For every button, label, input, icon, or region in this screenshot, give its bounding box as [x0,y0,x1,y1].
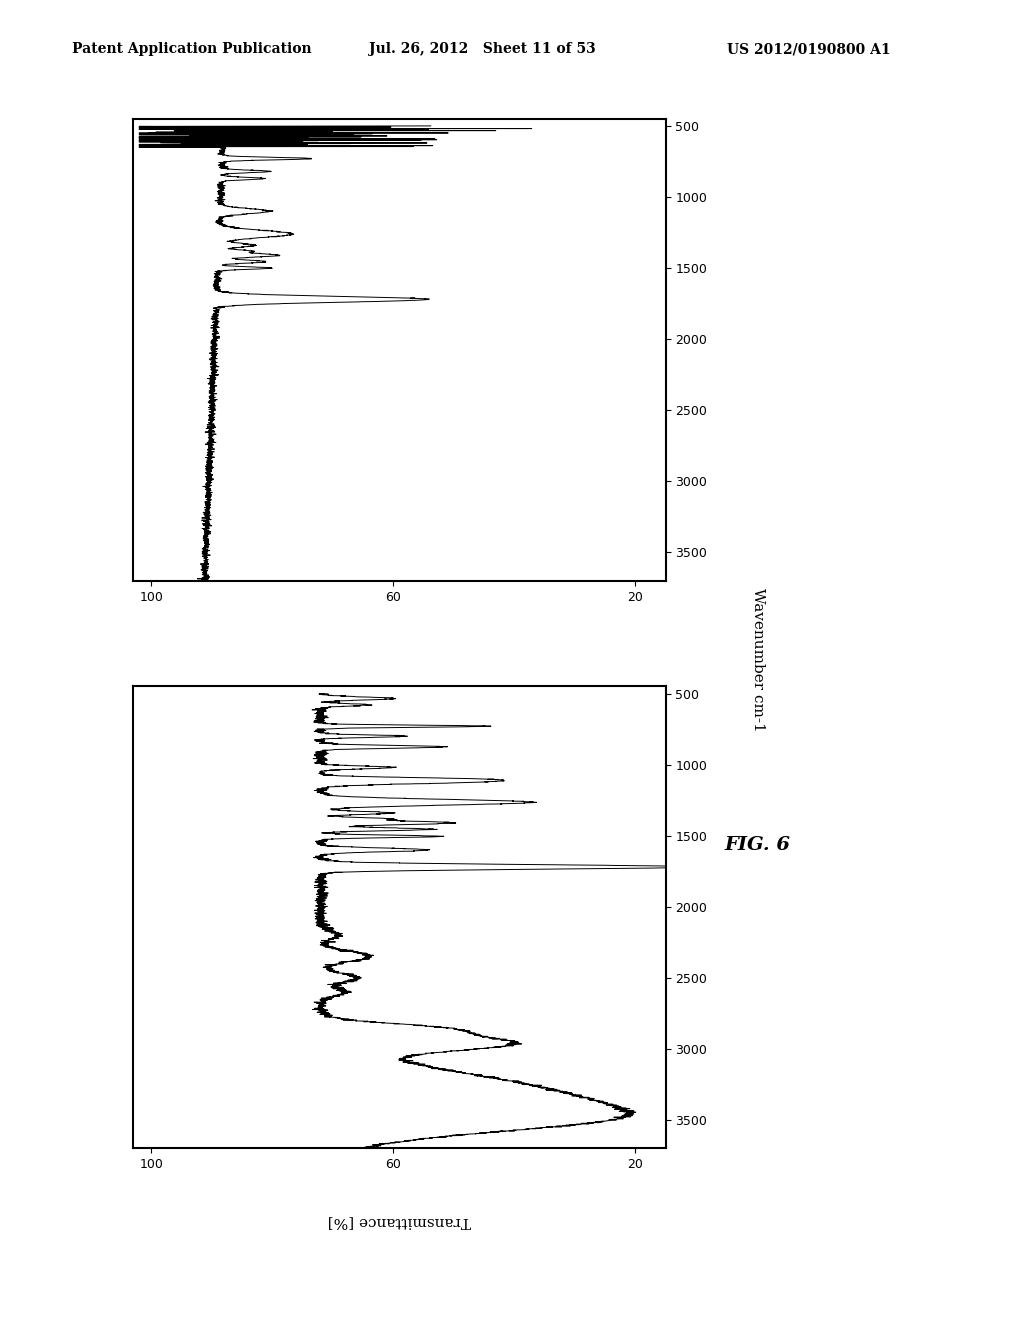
Text: Transmittance [%]: Transmittance [%] [328,1214,471,1229]
Text: Jul. 26, 2012   Sheet 11 of 53: Jul. 26, 2012 Sheet 11 of 53 [369,42,595,57]
Text: Wavenumber cm-1: Wavenumber cm-1 [751,589,765,731]
Text: US 2012/0190800 A1: US 2012/0190800 A1 [727,42,891,57]
Text: FIG. 6: FIG. 6 [725,836,791,854]
Text: Patent Application Publication: Patent Application Publication [72,42,311,57]
